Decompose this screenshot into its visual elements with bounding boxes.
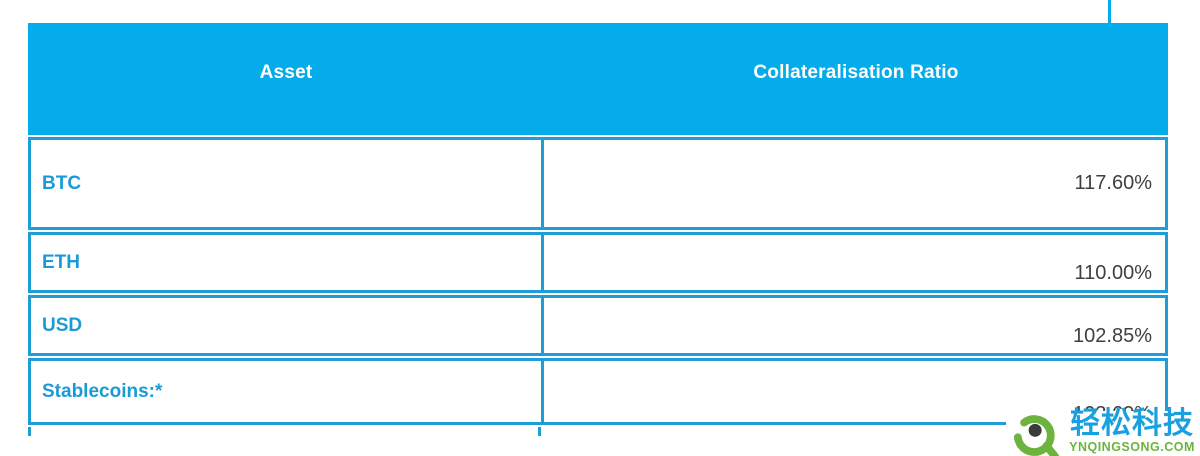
- ratio-value-btc: 117.60%: [1074, 172, 1152, 194]
- watermark-brand-name: 轻松科技: [1070, 407, 1194, 440]
- cropped-border-stub-left: [28, 427, 31, 436]
- asset-label-usd: USD: [42, 314, 83, 336]
- column-divider: [541, 358, 544, 425]
- cropped-border-stub-top: [1108, 0, 1111, 23]
- column-header-asset: Asset: [259, 62, 313, 83]
- ratio-cell-btc: 117.60%: [541, 140, 1165, 227]
- ratio-value-eth: 110.00%: [1074, 262, 1152, 284]
- ratio-cell-usd: 102.85%: [541, 298, 1165, 353]
- eye-q-logo-icon: [1013, 415, 1059, 456]
- column-divider: [541, 137, 544, 230]
- table-row: Stablecoins:* 103.69%: [28, 358, 1168, 425]
- column-divider: [541, 232, 544, 293]
- column-header-collateralisation-ratio: Collateralisation Ratio: [753, 62, 959, 83]
- cropped-border-stub-middle: [538, 427, 541, 436]
- asset-label-eth: ETH: [42, 251, 80, 273]
- column-divider: [541, 295, 544, 356]
- site-watermark: 轻松科技 YNQINGSONG.COM: [1006, 407, 1200, 456]
- watermark-domain: YNQINGSONG.COM: [1069, 440, 1195, 454]
- watermark-text: 轻松科技 YNQINGSONG.COM: [1064, 407, 1200, 455]
- asset-label-btc: BTC: [42, 172, 82, 194]
- asset-label-stablecoins: Stablecoins:*: [42, 380, 163, 402]
- ratio-cell-eth: 110.00%: [541, 235, 1165, 290]
- table-row: ETH 110.00%: [28, 232, 1168, 293]
- table-row: USD 102.85%: [28, 295, 1168, 356]
- table-row: BTC 117.60%: [28, 137, 1168, 230]
- table-header-row: Asset Collateralisation Ratio: [28, 23, 1168, 135]
- ratio-value-usd: 102.85%: [1073, 325, 1152, 347]
